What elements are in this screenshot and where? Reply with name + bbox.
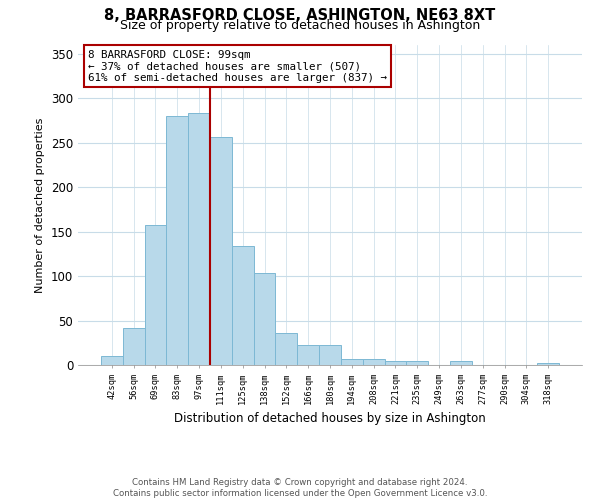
Bar [232, 246, 254, 365]
Bar [101, 356, 123, 365]
Text: 8, BARRASFORD CLOSE, ASHINGTON, NE63 8XT: 8, BARRASFORD CLOSE, ASHINGTON, NE63 8XT [104, 8, 496, 22]
X-axis label: Distribution of detached houses by size in Ashington: Distribution of detached houses by size … [174, 412, 486, 426]
Bar [537, 363, 559, 365]
Text: 8 BARRASFORD CLOSE: 99sqm
← 37% of detached houses are smaller (507)
61% of semi: 8 BARRASFORD CLOSE: 99sqm ← 37% of detac… [88, 50, 387, 83]
Y-axis label: Number of detached properties: Number of detached properties [35, 118, 46, 292]
Bar [123, 328, 145, 365]
Bar [341, 359, 363, 365]
Bar [297, 346, 319, 365]
Bar [210, 136, 232, 365]
Text: Size of property relative to detached houses in Ashington: Size of property relative to detached ho… [120, 19, 480, 32]
Bar [319, 344, 341, 365]
Bar [363, 359, 385, 365]
Bar [188, 114, 210, 365]
Bar [145, 226, 166, 365]
Bar [385, 360, 406, 365]
Bar [450, 362, 472, 365]
Bar [406, 362, 428, 365]
Bar [166, 116, 188, 365]
Bar [254, 274, 275, 365]
Bar [275, 333, 297, 365]
Text: Contains HM Land Registry data © Crown copyright and database right 2024.
Contai: Contains HM Land Registry data © Crown c… [113, 478, 487, 498]
